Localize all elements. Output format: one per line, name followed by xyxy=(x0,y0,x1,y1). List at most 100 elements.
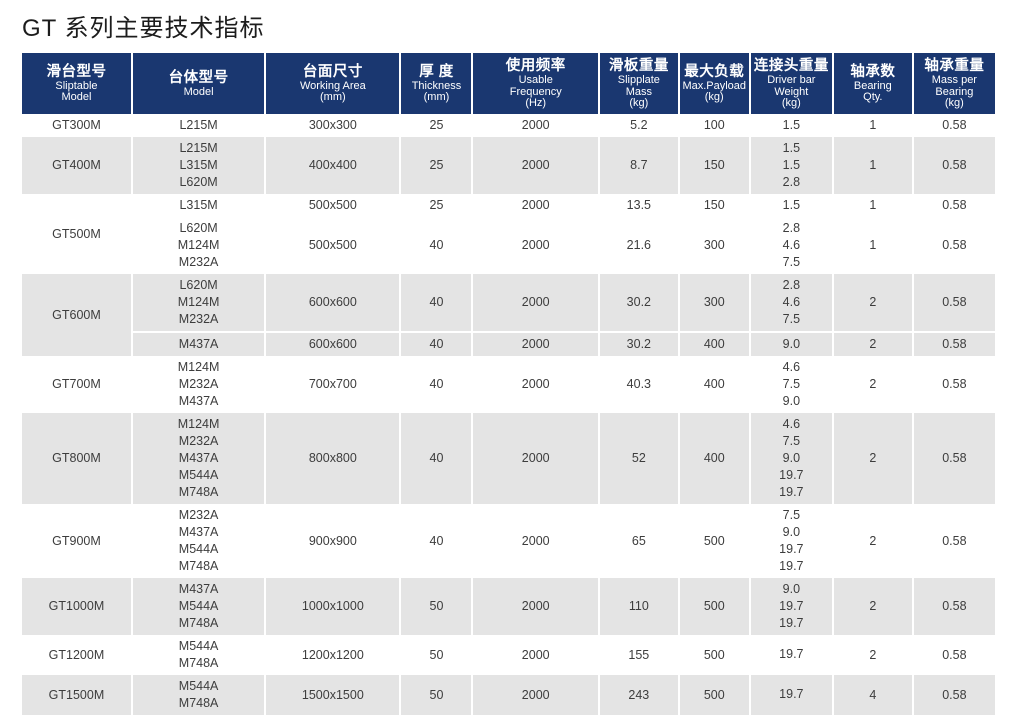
body-model-cell-line: M748A xyxy=(178,484,219,499)
table-row: GT800M M124M M232A M437A M544A M748A 800x800 40… xyxy=(22,412,995,504)
body-model-cell: M437A M544A M748A xyxy=(130,577,266,635)
body-model-cell-line: M437A xyxy=(178,581,219,596)
column-header-mass-per-bearing: 轴承重量 Mass per Bearing (kg) xyxy=(911,53,995,114)
body-model-cell: M437A xyxy=(130,330,266,356)
column-header-en: Bearing xyxy=(935,85,974,98)
spec-table: 滑台型号 Sliptable Model 台体型号 Model 台面尺寸 Working A… xyxy=(22,53,995,715)
driver-bar-weight-cell-line: 1.5 xyxy=(782,197,801,212)
driver-bar-weight-cell-line: 19.7 xyxy=(779,598,804,613)
body-model-cell-line: M544A xyxy=(178,638,219,653)
body-model-cell-line: L215M xyxy=(179,140,218,155)
column-header-zh: 使用频率 xyxy=(505,58,566,74)
column-header-en: (mm) xyxy=(423,91,450,104)
column-header-en: Mass per xyxy=(931,74,977,86)
column-header-en: Driver bar xyxy=(767,74,816,86)
slipplate-mass-cell: 30.2 xyxy=(597,273,679,332)
thickness-cell: 25 xyxy=(399,113,473,137)
body-model-cell: L620M M124M M232A xyxy=(130,273,266,332)
frequency-cell: 2000 xyxy=(471,330,599,356)
slipplate-mass-cell: 52 xyxy=(597,412,679,504)
body-model-cell-line: L315M xyxy=(179,157,218,172)
driver-bar-weight-cell-line: 7.5 xyxy=(782,311,801,326)
body-model-cell-line: M437A xyxy=(178,524,219,539)
column-header-en: (kg) xyxy=(704,91,724,104)
bearing-qty-cell: 2 xyxy=(831,273,913,332)
driver-bar-weight-cell: 19.7 xyxy=(748,634,833,675)
sliptable-model-cell: GT1000M xyxy=(22,577,132,635)
thickness-cell: 50 xyxy=(399,674,473,715)
max-payload-cell: 300 xyxy=(677,273,750,332)
table-row: M437A 600x600 40 2000 30.2 400 9.0 2 0.58 xyxy=(22,330,995,356)
column-header-en: Max.Payload xyxy=(682,79,747,92)
driver-bar-weight-cell-line: 2.8 xyxy=(782,174,801,189)
column-header-driver-bar-weight: 连接头重量 Driver bar Weight (kg) xyxy=(748,53,833,114)
column-header-zh: 轴承数 xyxy=(850,63,896,80)
driver-bar-weight-cell-line: 9.0 xyxy=(782,450,801,465)
driver-bar-weight-cell-line: 1.5 xyxy=(782,117,801,132)
working-area-cell: 1000x1000 xyxy=(264,577,401,635)
column-header-en: (mm) xyxy=(320,91,346,104)
working-area-cell: 900x900 xyxy=(264,503,401,578)
column-header-slipplate-mass: 滑板重量 Slipplate Mass (kg) xyxy=(597,53,679,114)
mass-per-bearing-cell: 0.58 xyxy=(911,273,995,332)
bearing-qty-cell: 2 xyxy=(831,577,913,635)
thickness-cell: 50 xyxy=(399,577,473,635)
body-model-cell: M124M M232A M437A M544A M748A xyxy=(130,412,266,504)
driver-bar-weight-cell: 4.6 7.5 9.0 xyxy=(748,355,833,413)
max-payload-cell: 500 xyxy=(677,674,750,715)
sliptable-model-cell: GT900M xyxy=(22,503,132,578)
mass-per-bearing-cell: 0.58 xyxy=(911,577,995,635)
column-header-max-payload: 最大负载 Max.Payload (kg) xyxy=(677,53,750,114)
driver-bar-weight-cell-line: 9.0 xyxy=(782,524,801,539)
body-model-cell-line: L620M xyxy=(179,277,218,292)
driver-bar-weight-cell: 1.5 xyxy=(748,193,833,217)
body-model-cell: M544A M748A xyxy=(130,634,266,675)
working-area-cell: 500x500 xyxy=(264,193,401,217)
mass-per-bearing-cell: 0.58 xyxy=(911,216,995,274)
table-row: GT900M M232A M437A M544A M748A 900x900 40 2000 6… xyxy=(22,503,995,578)
body-model-cell-line: M124M xyxy=(177,416,220,431)
mass-per-bearing-cell: 0.58 xyxy=(911,330,995,356)
driver-bar-weight-cell: 9.0 19.7 19.7 xyxy=(748,577,833,635)
mass-per-bearing-cell: 0.58 xyxy=(911,412,995,504)
table-body: GT300M L215M 300x300 25 2000 5.2 100 1.5 1 0.58 GT… xyxy=(22,113,995,715)
working-area-cell: 700x700 xyxy=(264,355,401,413)
body-model-cell: M544A M748A xyxy=(130,674,266,715)
bearing-qty-cell: 1 xyxy=(831,136,913,194)
column-header-en: Slipplate xyxy=(617,74,660,86)
body-model-cell-line: M232A xyxy=(178,311,219,326)
driver-bar-weight-cell-line: 9.0 xyxy=(782,581,801,596)
body-model-cell: M232A M437A M544A M748A xyxy=(130,503,266,578)
page-title: GT 系列主要技术指标 xyxy=(22,15,265,42)
body-model-cell-line: M544A xyxy=(178,541,219,556)
column-header-zh: 滑板重量 xyxy=(608,58,669,74)
body-model-cell-line: M232A xyxy=(178,376,219,391)
slipplate-mass-cell: 40.3 xyxy=(597,355,679,413)
table-row: GT700M M124M M232A M437A 700x700 40 2000 40.3 40… xyxy=(22,355,995,413)
thickness-cell: 25 xyxy=(399,193,473,217)
working-area-cell: 400x400 xyxy=(264,136,401,194)
body-model-cell-line: M437A xyxy=(178,450,219,465)
column-header-zh: 厚 度 xyxy=(419,63,454,80)
driver-bar-weight-cell: 4.6 7.5 9.0 19.7 19.7 xyxy=(748,412,833,504)
body-model-cell-line: M437A xyxy=(178,336,219,351)
sliptable-model-cell: GT600M xyxy=(22,273,132,356)
column-header-zh: 台面尺寸 xyxy=(302,63,363,80)
working-area-cell: 300x300 xyxy=(264,113,401,137)
column-header-en: Mass xyxy=(625,85,652,98)
max-payload-cell: 500 xyxy=(677,577,750,635)
driver-bar-weight-cell-line: 1.5 xyxy=(782,140,801,155)
table-row: GT1500M M544A M748A 1500x1500 50 2000 243 500 19… xyxy=(22,674,995,715)
slipplate-mass-cell: 5.2 xyxy=(597,113,679,137)
thickness-cell: 40 xyxy=(399,330,473,356)
column-header-en: Qty. xyxy=(863,91,883,104)
driver-bar-weight-cell-line: 4.6 xyxy=(782,416,801,431)
thickness-cell: 40 xyxy=(399,412,473,504)
driver-bar-weight-cell-line: 1.5 xyxy=(782,157,801,172)
body-model-cell-line: M544A xyxy=(178,467,219,482)
max-payload-cell: 400 xyxy=(677,355,750,413)
driver-bar-weight-cell-line: 7.5 xyxy=(782,507,801,522)
body-model-cell-line: M437A xyxy=(178,393,219,408)
column-header-en: Working Area xyxy=(299,79,366,92)
